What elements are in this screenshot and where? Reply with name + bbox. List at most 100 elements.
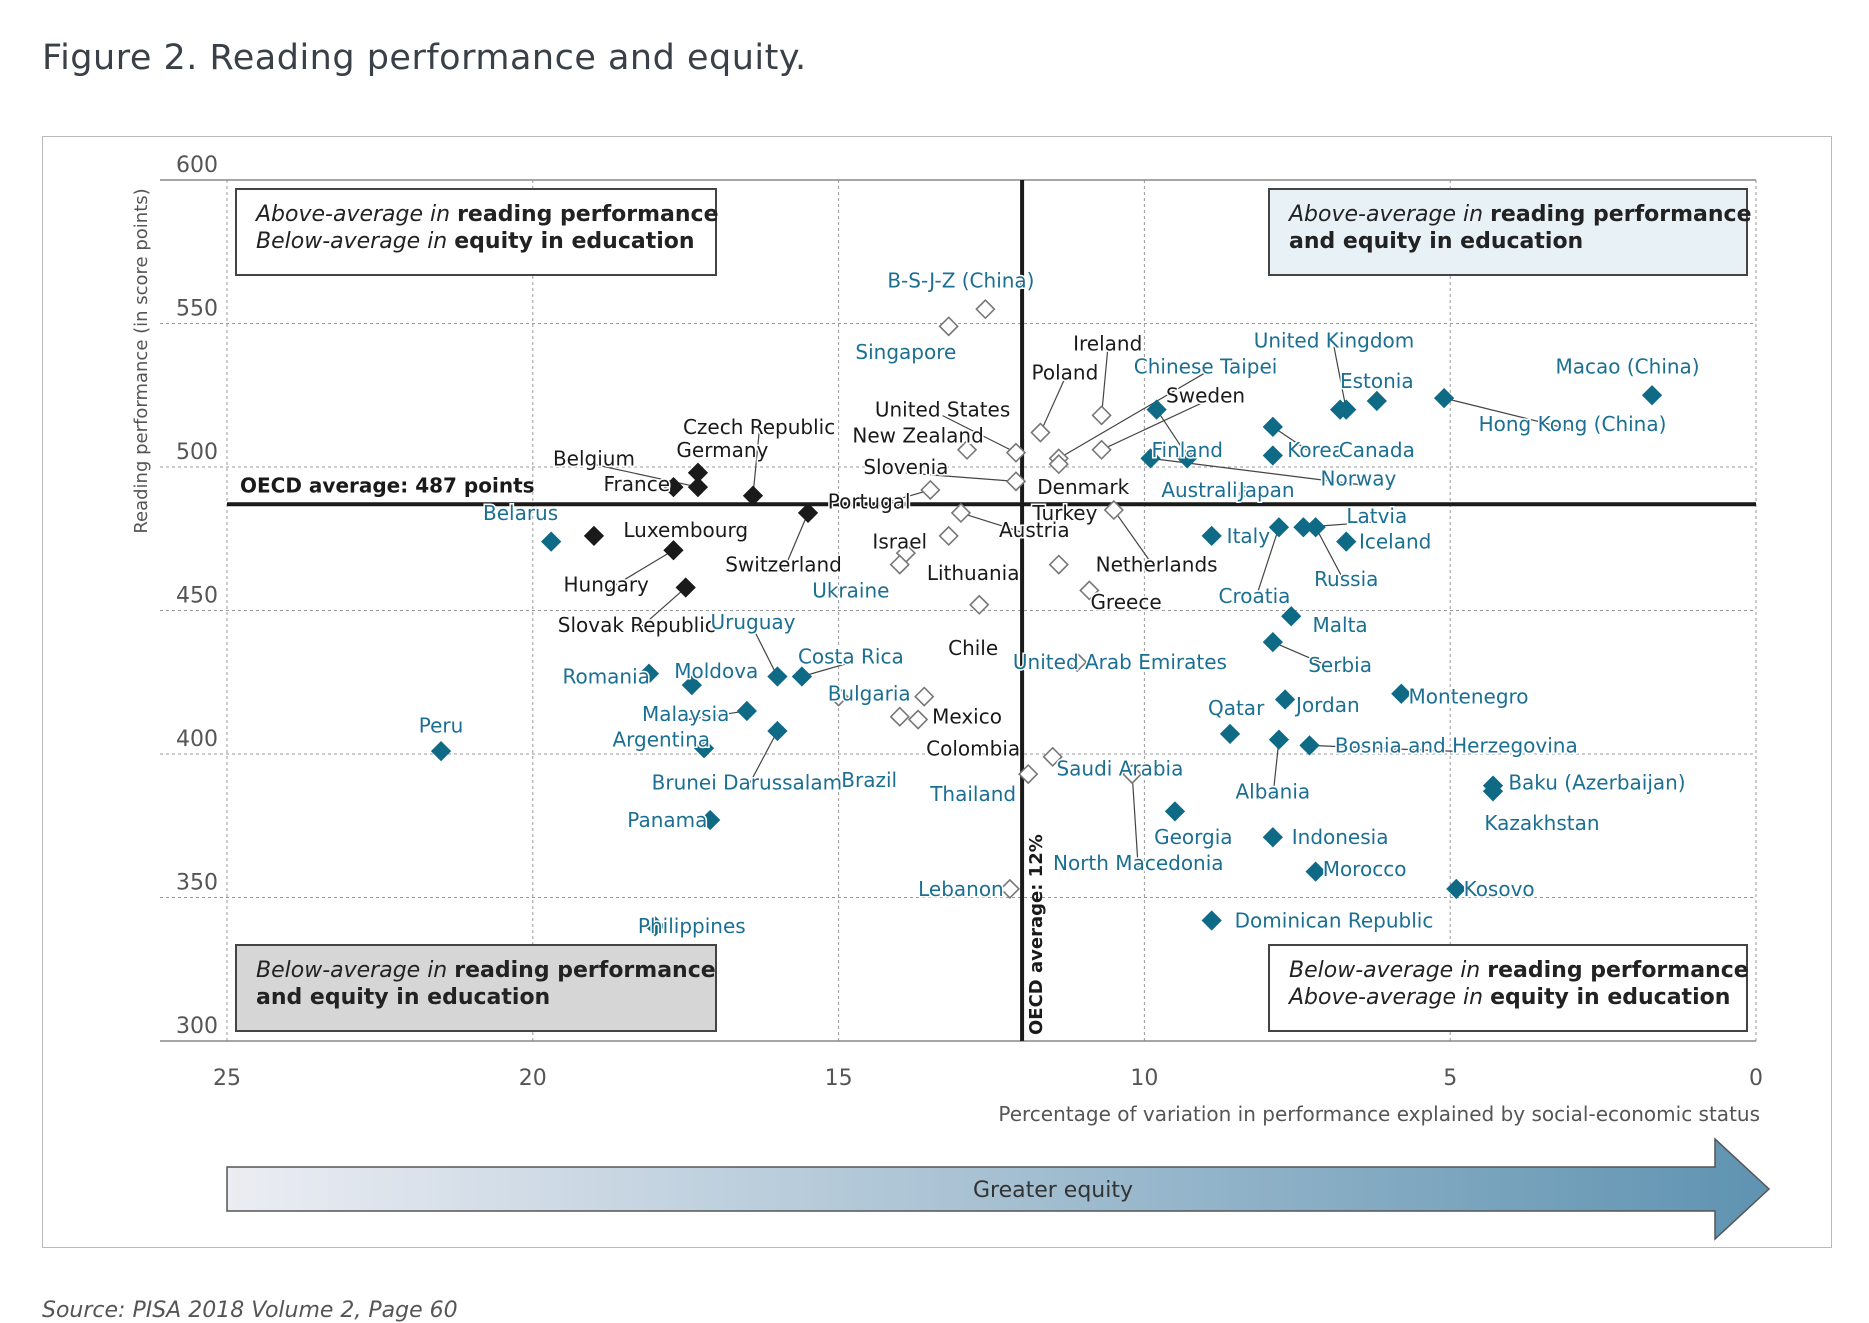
data-point [1018, 763, 1039, 785]
data-point [914, 686, 935, 707]
y-tick-label: 400 [176, 727, 218, 752]
point-label: Israel [872, 530, 927, 554]
point-label: Qatar [1208, 696, 1265, 720]
y-tick-label: 300 [176, 1014, 218, 1039]
point-label: Australia [1161, 478, 1249, 502]
quadrant-box-bottom-right-rect [1268, 944, 1748, 1032]
data-point [1091, 405, 1112, 426]
point-label: Morocco [1323, 857, 1407, 881]
point-label: Moldova [674, 659, 758, 683]
data-point [430, 740, 452, 762]
point-label: Luxembourg [623, 518, 748, 542]
leader-line [746, 730, 778, 789]
data-point [675, 577, 696, 598]
point-label: Lebanon [918, 877, 1004, 901]
point-label: Denmark [1037, 475, 1129, 499]
point-label: Brazil [841, 768, 897, 792]
point-label: Sweden [1166, 383, 1245, 407]
point-label: Austria [999, 518, 1070, 542]
bold-span: reading performance [457, 202, 718, 227]
x-tick-label: 15 [825, 1066, 853, 1091]
point-label: Korea [1287, 438, 1344, 462]
data-point [1305, 517, 1326, 538]
point-label: Latvia [1346, 504, 1407, 528]
point-label: Finland [1151, 438, 1222, 462]
point-label: Macao (China) [1556, 355, 1700, 379]
data-point [999, 878, 1020, 900]
point-label: Indonesia [1292, 825, 1389, 849]
oecd-reading-average-label: OECD average: 487 points [240, 473, 535, 497]
point-label: Mexico [932, 705, 1002, 729]
quadrant-box-top-left: Above-average in reading performanceBelo… [235, 188, 719, 276]
data-point [1048, 554, 1069, 575]
leader-line [783, 512, 809, 571]
point-label: Malaysia [642, 702, 729, 726]
point-label: Canada [1339, 438, 1415, 462]
point-label: Germany [676, 438, 768, 462]
point-label: Portugal [828, 489, 911, 513]
axes: 300 350 400 450 500 550 600 25 20 15 10 5 0 Reading p… [131, 153, 1763, 1126]
data-point [693, 738, 715, 759]
leader-line [605, 549, 674, 592]
point-label: Russia [1314, 567, 1378, 591]
point-label: Panama [627, 808, 707, 832]
data-point [1146, 399, 1167, 420]
data-point [1268, 517, 1290, 538]
point-label: Costa Rica [798, 644, 904, 668]
data-point [1177, 448, 1198, 469]
point-label: Chile [948, 636, 998, 660]
grid-lines [160, 179, 1757, 1041]
data-point [1482, 781, 1504, 802]
point-label: Hong Kong (China) [1479, 412, 1667, 436]
data-point [1262, 445, 1283, 466]
point-label: Argentina [612, 728, 710, 752]
y-axis-title: Reading performance (in score points) [131, 188, 152, 533]
data-point [938, 316, 959, 337]
point-label: Montenegro [1409, 685, 1529, 709]
point-label: Croatia [1219, 584, 1291, 608]
leader-line [1058, 372, 1206, 459]
point-label: Norway [1321, 466, 1397, 490]
data-point [687, 476, 709, 498]
x-tick-label: 10 [1130, 1066, 1158, 1091]
data-point [1005, 471, 1027, 492]
data-point [938, 525, 959, 547]
leader-line [1309, 744, 1457, 752]
point-label: Bosnia and Herzegovina [1335, 733, 1578, 757]
data-point [889, 706, 910, 727]
quadrant-box-bottom-right-line2: Above-average in equity in education [1287, 985, 1730, 1010]
data-point [1091, 439, 1112, 460]
quadrant-box-bottom-right-line1: Below-average in reading performance [1289, 958, 1749, 983]
italic-span: Below-average in [1289, 958, 1487, 983]
italic-span: Below-average in [256, 958, 454, 983]
point-labels: B-S-J-Z (China) Singapore Ireland Poland Uni… [417, 267, 1701, 940]
data-point [736, 700, 757, 722]
data-point [1140, 448, 1161, 469]
data-point [663, 540, 684, 561]
data-point [1048, 453, 1069, 475]
point-label: Thailand [929, 782, 1016, 806]
data-point [956, 439, 978, 460]
point-label: Bulgaria [828, 682, 911, 706]
point-label: Slovak Republic [558, 613, 716, 637]
quadrant-box-bottom-left-rect [235, 944, 717, 1032]
data-point [700, 809, 721, 831]
point-label: Brunei Darussalam [652, 771, 842, 795]
point-label: Czech Republic [683, 415, 835, 439]
data-points [430, 299, 1663, 937]
point-label: Dominican Republic [1235, 908, 1434, 932]
data-point [828, 686, 849, 707]
data-point [1005, 442, 1027, 463]
leader-line [869, 489, 931, 509]
point-label: United States [875, 398, 1010, 422]
point-label: France [604, 472, 671, 496]
leader-line [1315, 526, 1347, 586]
point-label: Kosovo [1464, 877, 1535, 901]
data-point [663, 476, 684, 498]
point-label: Belarus [483, 501, 558, 525]
point-label: Lithuania [927, 561, 1020, 585]
point-label: Saudi Arabia [1056, 756, 1183, 780]
leader-line [752, 432, 760, 496]
point-label: Peru [419, 713, 464, 737]
leader-line [1039, 378, 1066, 433]
